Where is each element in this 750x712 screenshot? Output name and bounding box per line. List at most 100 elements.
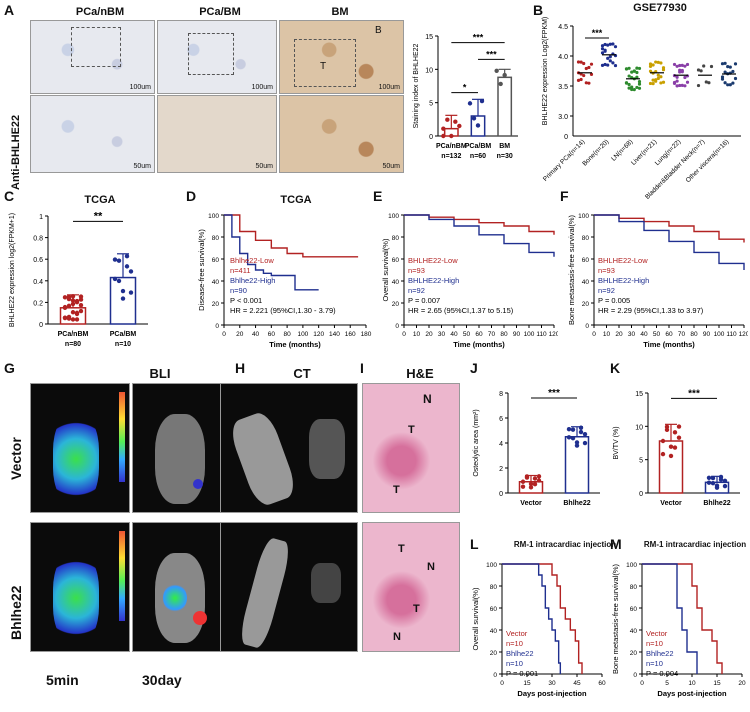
y-tick-label: 0 bbox=[564, 134, 568, 141]
y-tick-label: 80 bbox=[582, 235, 590, 242]
x-tick-label: 60 bbox=[475, 331, 483, 338]
y-axis-label: BV/TV (%) bbox=[613, 426, 620, 459]
y-axis-label: Overall survival(%) bbox=[381, 238, 390, 301]
stat-text: P = 0.004 bbox=[646, 669, 678, 678]
survival-curve bbox=[224, 214, 319, 291]
chart-m-km: 0 20 40 60 80 100 0 5 10 15 20 Days post-injection B… bbox=[611, 562, 746, 698]
count-label: n=132 bbox=[441, 153, 461, 160]
legend-text: Bhlhe22-Low bbox=[230, 256, 274, 265]
y-tick-label: 0 bbox=[395, 323, 399, 330]
data-point bbox=[714, 485, 720, 490]
x-tick-label: 100 bbox=[714, 331, 725, 338]
data-point bbox=[128, 290, 134, 295]
stat-text: P = 0.005 bbox=[598, 296, 630, 305]
data-point bbox=[579, 77, 583, 82]
d-title: TCGA bbox=[280, 194, 312, 206]
data-point bbox=[702, 64, 706, 68]
y-tick-label: 20 bbox=[212, 301, 220, 308]
y-tick-label: 15 bbox=[425, 34, 433, 41]
data-point bbox=[706, 480, 712, 485]
count-label: n=60 bbox=[470, 153, 486, 160]
data-point bbox=[635, 70, 639, 75]
data-point bbox=[680, 83, 684, 87]
ihc-bm-low: T B 100um bbox=[279, 20, 404, 94]
x-tick-label: 80 bbox=[283, 331, 291, 338]
sig-label: *** bbox=[592, 28, 603, 38]
data-point bbox=[608, 42, 612, 46]
h-title: CT bbox=[293, 366, 311, 381]
data-point bbox=[675, 79, 679, 83]
data-point bbox=[722, 483, 728, 489]
data-point bbox=[441, 133, 446, 139]
data-point bbox=[637, 79, 642, 84]
data-point bbox=[632, 87, 636, 92]
y-tick-label: 80 bbox=[630, 584, 638, 591]
y-tick-label: 0 bbox=[493, 672, 497, 679]
data-point bbox=[70, 310, 76, 315]
y-axis-label: Disease-free survival(%) bbox=[197, 229, 206, 311]
data-point bbox=[637, 66, 642, 71]
data-point bbox=[120, 288, 126, 294]
y-tick-label: 5 bbox=[429, 101, 433, 108]
data-point bbox=[70, 301, 76, 307]
y-tick-label: 4.5 bbox=[558, 24, 568, 31]
ihc-pca-nbm-low: 100um bbox=[30, 20, 155, 94]
data-point bbox=[494, 68, 499, 73]
data-point bbox=[70, 317, 76, 322]
data-point bbox=[733, 62, 738, 66]
data-point bbox=[676, 424, 682, 429]
x-tick-label: Vector bbox=[520, 500, 542, 507]
legend-text: n=10 bbox=[646, 639, 663, 648]
y-tick-label: 4.0 bbox=[558, 54, 568, 61]
data-point bbox=[574, 440, 580, 445]
data-point bbox=[608, 59, 612, 63]
tumor-mark-zoom: T bbox=[393, 484, 400, 496]
data-point bbox=[683, 75, 687, 80]
data-point bbox=[660, 438, 666, 444]
stat-text: HR = 2.221 (95%CI,1.30 - 3.79) bbox=[230, 306, 336, 315]
data-point bbox=[651, 78, 655, 82]
data-point bbox=[70, 298, 76, 303]
x-axis-label: Days post-injection bbox=[657, 689, 727, 698]
y-tick-label: 10 bbox=[635, 424, 643, 431]
data-point bbox=[675, 64, 679, 68]
data-point bbox=[603, 49, 607, 53]
y-tick-label: 80 bbox=[212, 235, 220, 242]
x-tick-label: PCa/BM bbox=[465, 143, 492, 150]
y-tick-label: 40 bbox=[630, 628, 638, 635]
data-point bbox=[566, 435, 572, 440]
y-axis-label: Bone metastasis-free survival(%) bbox=[567, 214, 576, 325]
data-point bbox=[471, 116, 477, 121]
data-point bbox=[524, 474, 530, 479]
y-tick-label: 60 bbox=[582, 257, 590, 264]
x-tick-label: 160 bbox=[345, 331, 356, 338]
data-point bbox=[576, 60, 581, 64]
data-point bbox=[664, 424, 670, 430]
y-tick-label: 0 bbox=[639, 491, 643, 498]
panel-label-a: A bbox=[4, 2, 15, 18]
x-tick-label: 10 bbox=[413, 331, 421, 338]
y-tick-label: 0 bbox=[429, 134, 433, 141]
data-point bbox=[532, 481, 538, 487]
data-point bbox=[449, 133, 454, 139]
x-tick-label: 140 bbox=[329, 331, 340, 338]
data-point bbox=[648, 81, 653, 86]
data-point bbox=[66, 303, 72, 309]
data-point bbox=[710, 480, 716, 486]
normal-mark-zoom: N bbox=[393, 631, 401, 643]
data-point bbox=[678, 63, 682, 68]
chart-d-km: 0 20 40 60 80 100 0 20 40 60 80 100 120 140 160 180 Time… bbox=[197, 213, 372, 349]
data-point bbox=[659, 75, 663, 79]
x-tick-label: Bhlhe22 bbox=[703, 500, 730, 507]
x-tick-label: 0 bbox=[222, 331, 226, 338]
zoom-box bbox=[188, 33, 234, 75]
y-tick-label: 6 bbox=[499, 416, 503, 423]
y-tick-label: 0.6 bbox=[33, 257, 43, 264]
y-axis-label: Staining index of BHLHE22 bbox=[413, 43, 420, 128]
scale-label: 100um bbox=[378, 84, 400, 91]
panel-label-b: B bbox=[533, 2, 544, 18]
data-point bbox=[589, 72, 594, 77]
panel-label-d: D bbox=[186, 188, 197, 204]
legend-text: Bhlhe22 bbox=[506, 649, 534, 658]
